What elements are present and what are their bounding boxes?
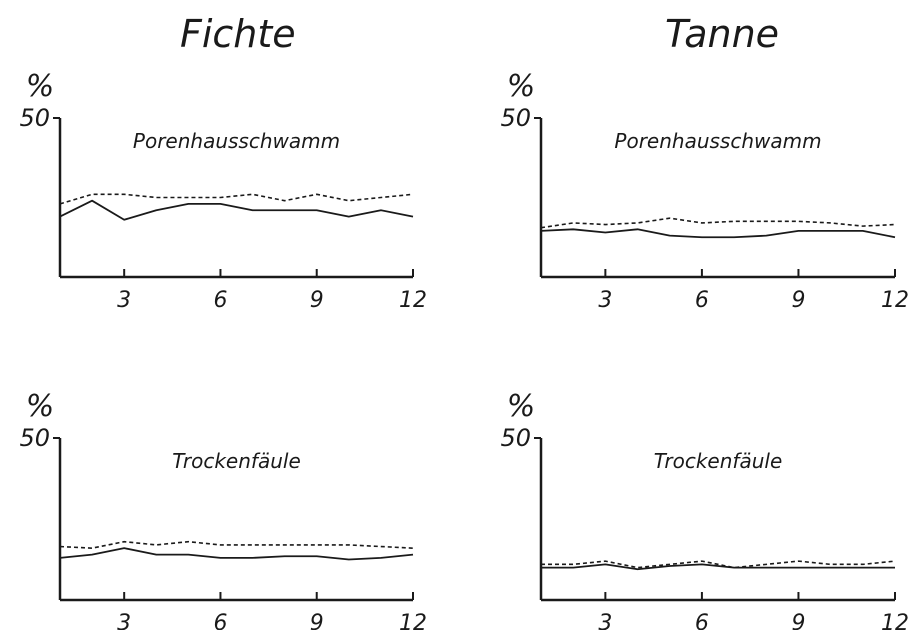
solid-series-line — [540, 228, 896, 239]
panel-title: Trockenfäule — [654, 449, 783, 473]
y-max-label: 50 — [500, 424, 531, 452]
y-max-label: 50 — [500, 104, 531, 132]
solid-series-line — [59, 199, 414, 221]
x-tick-label: 12 — [399, 611, 427, 630]
x-tick-label: 9 — [310, 288, 324, 313]
x-tick-label: 12 — [399, 288, 427, 313]
column-title-tanne: Tanne — [665, 12, 780, 56]
y-max-label: 50 — [19, 424, 50, 452]
solid-series-line — [59, 547, 414, 561]
y-unit-label: % — [26, 389, 55, 424]
y-unit-label: % — [507, 389, 536, 424]
dashed-series-line — [59, 193, 414, 205]
x-tick-label: 12 — [881, 611, 909, 630]
dashed-series-line — [59, 540, 414, 549]
x-tick-label: 9 — [791, 611, 805, 630]
dashed-series-line — [541, 560, 896, 569]
x-tick-label: 6 — [213, 611, 227, 630]
x-tick-label: 3 — [598, 611, 612, 630]
x-tick-label: 3 — [117, 288, 131, 313]
x-tick-label: 9 — [310, 611, 324, 630]
x-tick-label: 3 — [598, 288, 612, 313]
x-tick-label: 6 — [695, 288, 709, 313]
x-tick-label: 6 — [213, 288, 227, 313]
column-title-fichte: Fichte — [180, 12, 296, 56]
x-tick-label: 12 — [881, 288, 909, 313]
x-tick-label: 3 — [117, 611, 131, 630]
y-unit-label: % — [507, 69, 536, 104]
dashed-series-line — [540, 217, 896, 229]
x-tick-label: 9 — [791, 288, 805, 313]
solid-series-line — [541, 563, 895, 571]
y-max-label: 50 — [19, 104, 50, 132]
x-tick-label: 6 — [695, 611, 709, 630]
panel-title: Porenhausschwamm — [614, 129, 821, 153]
y-unit-label: % — [26, 69, 55, 104]
panel-title: Porenhausschwamm — [133, 129, 340, 153]
panel-title: Trockenfäule — [172, 449, 301, 473]
